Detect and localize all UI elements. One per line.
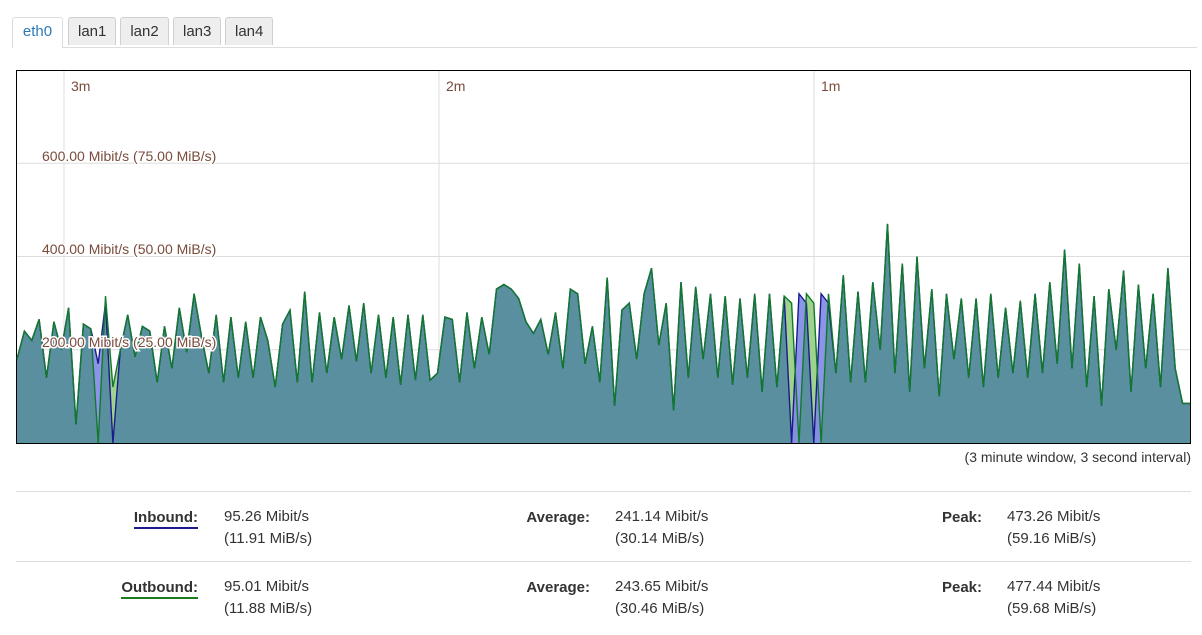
inbound-label-text: Inbound: bbox=[133, 509, 198, 529]
outbound-peak-bytes: (59.68 MiB/s) bbox=[1007, 600, 1097, 617]
y-label-400: 400.00 Mibit/s (50.00 MiB/s) bbox=[42, 241, 216, 257]
outbound-label-text: Outbound: bbox=[121, 579, 198, 599]
inbound-average-label: Average: bbox=[526, 509, 590, 526]
outbound-average-bytes: (30.46 MiB/s) bbox=[615, 600, 705, 617]
y-label-200: 200.00 Mibit/s (25.00 MiB/s) bbox=[42, 334, 216, 350]
y-label-600: 600.00 Mibit/s (75.00 MiB/s) bbox=[42, 148, 216, 164]
outbound-current: 95.01 Mibit/s (11.88 MiB/s) bbox=[224, 576, 312, 620]
time-label-3m: 3m bbox=[71, 78, 90, 94]
outbound-average-bits: 243.65 Mibit/s bbox=[615, 578, 709, 595]
inbound-average-bits: 241.14 Mibit/s bbox=[615, 508, 709, 525]
divider bbox=[16, 491, 1191, 492]
inbound-current: 95.26 Mibit/s (11.91 MiB/s) bbox=[224, 506, 312, 550]
time-label-1m: 1m bbox=[821, 78, 840, 94]
outbound-label: Outbound: bbox=[100, 579, 198, 599]
inbound-peak-label: Peak: bbox=[941, 509, 982, 526]
outbound-peak-bits: 477.44 Mibit/s bbox=[1007, 578, 1101, 595]
outbound-current-bytes: (11.88 MiB/s) bbox=[224, 600, 313, 617]
graph-window-note: (3 minute window, 3 second interval) bbox=[964, 449, 1191, 465]
outbound-peak-label: Peak: bbox=[941, 579, 982, 596]
tab-lan4[interactable]: lan4 bbox=[225, 17, 273, 45]
inbound-average-bytes: (30.14 MiB/s) bbox=[615, 530, 705, 547]
inbound-peak-bits: 473.26 Mibit/s bbox=[1007, 508, 1101, 525]
outbound-peak: 477.44 Mibit/s (59.68 MiB/s) bbox=[1007, 576, 1100, 620]
outbound-current-bits: 95.01 Mibit/s bbox=[224, 578, 310, 595]
outbound-average: 243.65 Mibit/s (30.46 MiB/s) bbox=[615, 576, 708, 620]
inbound-label: Inbound: bbox=[100, 509, 198, 529]
tab-lan3[interactable]: lan3 bbox=[173, 17, 221, 45]
outbound-average-label: Average: bbox=[526, 579, 590, 596]
inbound-peak-bytes: (59.16 MiB/s) bbox=[1007, 530, 1097, 547]
tab-lan2[interactable]: lan2 bbox=[120, 17, 169, 45]
divider bbox=[16, 561, 1191, 562]
bandwidth-graph: 3m 2m 1m 600.00 Mibit/s (75.00 MiB/s) 40… bbox=[16, 70, 1191, 445]
inbound-average: 241.14 Mibit/s (30.14 MiB/s) bbox=[615, 506, 708, 550]
interface-tabs: eth0 lan1 lan2 lan3 lan4 bbox=[12, 17, 1197, 48]
inbound-current-bytes: (11.91 MiB/s) bbox=[224, 530, 313, 547]
tab-eth0[interactable]: eth0 bbox=[12, 17, 63, 48]
inbound-peak: 473.26 Mibit/s (59.16 MiB/s) bbox=[1007, 506, 1100, 550]
inbound-current-bits: 95.26 Mibit/s bbox=[224, 508, 310, 525]
tab-lan1[interactable]: lan1 bbox=[68, 17, 116, 45]
outbound-line bbox=[16, 223, 1190, 444]
time-label-2m: 2m bbox=[446, 78, 465, 94]
